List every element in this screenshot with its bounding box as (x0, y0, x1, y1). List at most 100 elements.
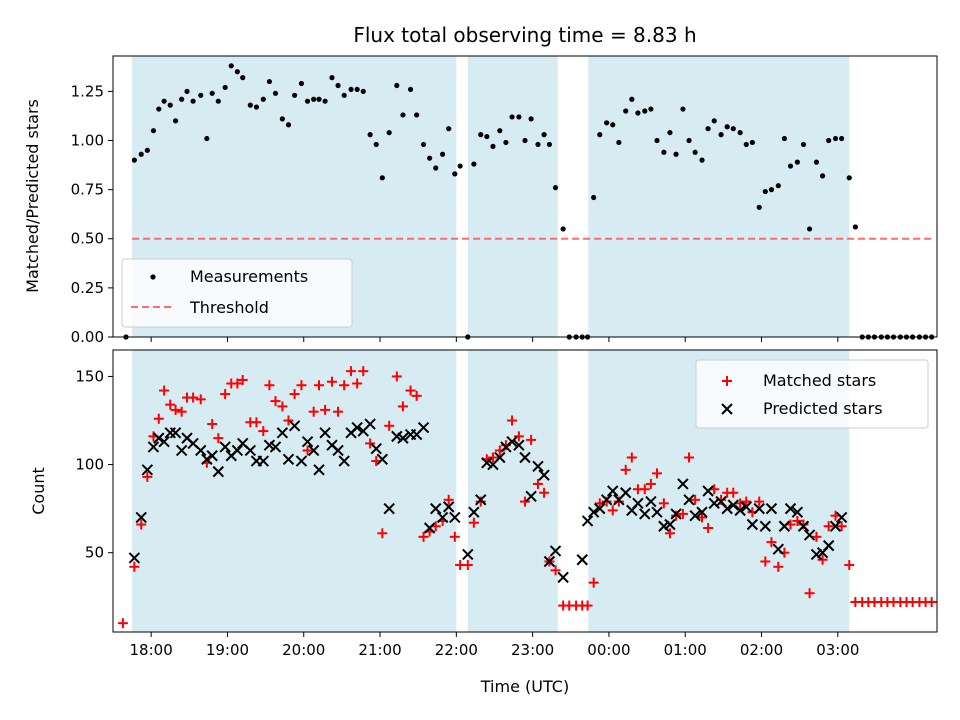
matched-point (264, 380, 275, 391)
predicted-point (244, 444, 257, 457)
matched-point (384, 420, 395, 431)
measurement-point (484, 133, 490, 140)
matched-point (320, 404, 331, 415)
measurement-point (560, 226, 566, 232)
predicted-point (212, 465, 224, 478)
measurement-point (215, 98, 221, 104)
predicted-point (702, 485, 714, 497)
measurement-point (291, 92, 298, 98)
bottom-x-tick-label: 02:00 (740, 641, 783, 659)
matched-point (449, 531, 460, 542)
measurement-point (407, 86, 414, 93)
top-y-tick-label: 1.25 (71, 82, 104, 100)
measurement-point (535, 141, 541, 148)
matched-point (539, 487, 550, 498)
predicted-point (257, 455, 270, 467)
predicted-point (195, 444, 207, 457)
predicted-stars-points (128, 418, 848, 584)
matched-point (601, 496, 612, 507)
measurement-point (718, 132, 724, 138)
matched-point (283, 415, 294, 426)
measurement-point (616, 139, 622, 146)
measurement-point (768, 187, 775, 193)
matched-point (443, 494, 454, 505)
matched-point (326, 376, 337, 387)
measurement-point (794, 159, 800, 165)
bottom-x-tick-label: 19:00 (206, 641, 249, 659)
matched-point (232, 378, 243, 389)
measurement-point (386, 130, 392, 136)
bottom-x-tick-label: 21:00 (358, 641, 401, 659)
top-y-axis-label: Matched/Predicted stars (23, 99, 42, 293)
predicted-legend-label: Predicted stars (763, 399, 883, 418)
matched-point (352, 378, 363, 389)
measurement-point (522, 137, 528, 144)
bottom-y-tick-label: 50 (85, 544, 104, 562)
top-y-tick-label: 0.25 (71, 279, 104, 297)
predicted-point (587, 506, 600, 518)
measurement-point (452, 171, 458, 177)
predicted-point (822, 539, 835, 552)
top-legend-box (121, 258, 353, 328)
measurement-point (440, 151, 446, 157)
measurement-point (348, 86, 354, 93)
predicted-point (721, 502, 733, 515)
predicted-point (370, 442, 382, 455)
measurement-point (552, 185, 559, 191)
measurement-point (322, 98, 328, 104)
matched-point (651, 468, 662, 479)
measurement-point (298, 80, 305, 87)
chart-title: Flux total observing time = 8.83 h (353, 23, 696, 47)
predicted-point (436, 511, 449, 524)
predicted-point (581, 515, 594, 527)
measurement-point (846, 175, 852, 181)
matched-point (251, 417, 262, 428)
measurement-point (711, 118, 717, 124)
top-y-tick-label: 0.00 (71, 328, 104, 346)
measurement-point (852, 224, 858, 230)
measurement-point (209, 90, 215, 96)
measurements-legend-label: Measurements (190, 267, 308, 286)
predicted-point (313, 464, 325, 476)
matched-point (658, 498, 669, 509)
predicted-point (494, 451, 506, 464)
measurement-point (253, 104, 260, 110)
matched-point (526, 434, 537, 445)
predicted-point (158, 435, 170, 448)
measurement-point (749, 139, 755, 146)
predicted-point (639, 508, 651, 520)
predicted-point (141, 464, 154, 476)
predicted-point (632, 497, 644, 510)
matched-point (677, 508, 688, 519)
matched-point (773, 561, 784, 572)
measurement-point (144, 147, 150, 153)
measurement-point (756, 204, 762, 210)
predicted-point (576, 554, 588, 566)
top-x-ticks (150, 337, 839, 342)
measurement-point (730, 126, 736, 132)
predicted-point (332, 444, 344, 457)
top-band-1 (467, 56, 558, 337)
predicted-point (231, 444, 244, 457)
predicted-point (784, 502, 797, 515)
predicted-point (147, 441, 160, 453)
matched-point (741, 496, 752, 507)
predicted-point (645, 495, 657, 508)
matched-point (620, 464, 631, 475)
top-band-2 (588, 56, 850, 337)
predicted-point (607, 485, 619, 497)
predicted-point (600, 494, 613, 506)
predicted-point (153, 432, 165, 444)
predicted-point (740, 501, 752, 513)
predicted-point (829, 520, 842, 532)
measurement-point (478, 132, 484, 138)
matched-point (136, 519, 147, 530)
measurements-legend-marker (150, 274, 156, 280)
measurement-point (787, 163, 794, 169)
measurement-point (604, 120, 610, 126)
measurement-point (373, 141, 379, 148)
measurement-point (832, 135, 839, 142)
measurement-point (138, 151, 144, 157)
matched-point (728, 487, 739, 498)
